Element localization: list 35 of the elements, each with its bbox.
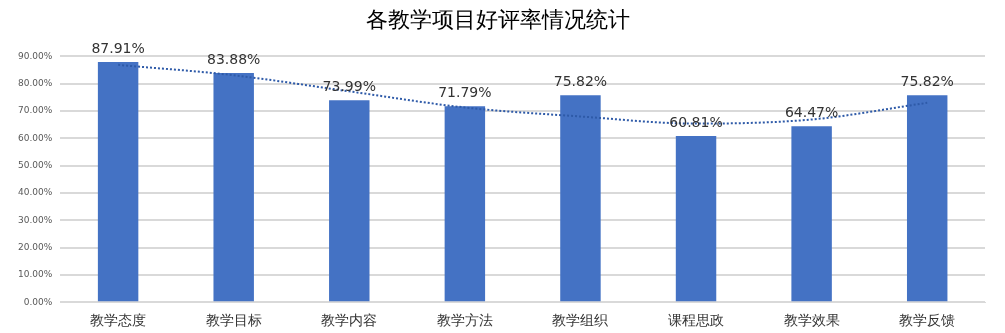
y-tick-label: 70.00% [17, 105, 53, 116]
data-label: 73.99% [322, 77, 376, 94]
bar [791, 126, 832, 302]
data-label: 64.47% [784, 103, 839, 120]
y-tick-label: 10.00% [17, 269, 53, 280]
y-tick-label: 40.00% [17, 187, 53, 198]
x-tick-label: 教学态度 [90, 312, 147, 329]
y-tick-label: 0.00% [23, 296, 53, 307]
data-label: 75.82% [900, 72, 954, 89]
bar [560, 95, 601, 302]
x-tick-label: 教学反馈 [899, 312, 956, 329]
y-tick-label: 80.00% [17, 78, 53, 89]
y-tick-label: 20.00% [17, 241, 53, 252]
y-tick-label: 50.00% [17, 159, 53, 170]
x-tick-label: 课程思政 [668, 312, 725, 329]
x-tick-label: 教学方法 [436, 312, 493, 329]
data-label: 75.82% [553, 72, 608, 89]
x-tick-label: 教学组织 [552, 312, 609, 329]
bar [97, 62, 139, 302]
data-label: 60.81% [669, 113, 723, 130]
bar [444, 106, 486, 302]
bar [906, 95, 948, 302]
data-label: 83.88% [207, 50, 261, 67]
data-label: 71.79% [438, 83, 492, 100]
x-tick-label: 教学目标 [205, 312, 262, 329]
bar [675, 136, 717, 302]
y-tick-label: 30.00% [17, 214, 53, 225]
bar [213, 73, 254, 302]
x-tick-label: 教学内容 [321, 312, 378, 329]
bar [329, 100, 370, 302]
y-tick-label: 90.00% [17, 50, 53, 61]
data-label: 87.91% [91, 39, 145, 56]
y-tick-label: 60.00% [17, 132, 53, 143]
x-tick-label: 教学效果 [783, 312, 840, 329]
chart-title: 各教学项目好评率情况统计 [365, 6, 630, 32]
